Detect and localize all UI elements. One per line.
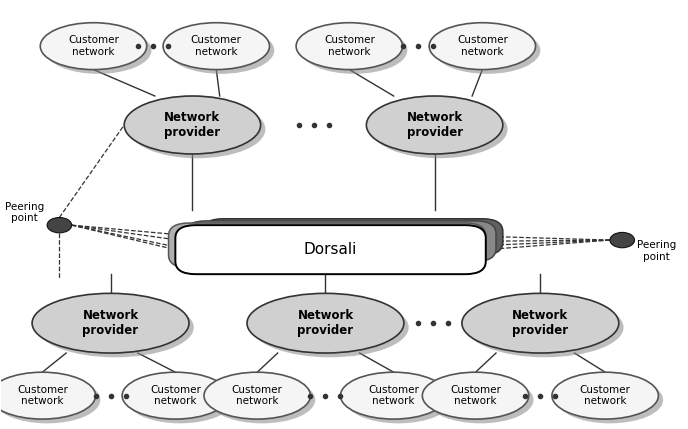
Text: Customer
network: Customer network (191, 35, 241, 57)
Ellipse shape (0, 377, 100, 423)
Text: Peering
point: Peering point (637, 240, 676, 262)
Ellipse shape (208, 377, 315, 423)
FancyBboxPatch shape (203, 219, 503, 255)
FancyBboxPatch shape (169, 223, 486, 268)
Text: Network
provider: Network provider (407, 111, 462, 139)
Ellipse shape (429, 23, 535, 69)
Ellipse shape (41, 23, 147, 69)
Ellipse shape (345, 377, 451, 423)
Text: Customer
network: Customer network (17, 385, 67, 406)
Ellipse shape (122, 372, 228, 419)
Text: Peering
point: Peering point (5, 202, 44, 223)
Text: Customer
network: Customer network (580, 385, 631, 406)
Circle shape (47, 218, 72, 233)
Ellipse shape (247, 293, 404, 353)
Ellipse shape (557, 377, 663, 423)
FancyBboxPatch shape (186, 221, 496, 261)
Ellipse shape (0, 372, 96, 419)
Text: Customer
network: Customer network (368, 385, 419, 406)
Ellipse shape (163, 23, 270, 69)
Ellipse shape (462, 293, 619, 353)
Ellipse shape (341, 372, 447, 419)
Ellipse shape (204, 372, 310, 419)
Ellipse shape (301, 27, 407, 74)
Text: Network
provider: Network provider (83, 309, 138, 337)
Ellipse shape (371, 100, 508, 158)
Ellipse shape (367, 96, 503, 154)
Ellipse shape (434, 27, 540, 74)
Text: Customer
network: Customer network (457, 35, 508, 57)
Text: Customer
network: Customer network (68, 35, 119, 57)
Ellipse shape (168, 27, 275, 74)
FancyBboxPatch shape (175, 225, 486, 274)
Ellipse shape (252, 298, 409, 357)
Ellipse shape (296, 23, 402, 69)
Text: Customer
network: Customer network (150, 385, 201, 406)
Ellipse shape (552, 372, 658, 419)
Text: Network
provider: Network provider (297, 309, 354, 337)
Ellipse shape (427, 377, 533, 423)
Ellipse shape (422, 372, 529, 419)
Text: Dorsali: Dorsali (304, 242, 357, 257)
Text: Customer
network: Customer network (450, 385, 501, 406)
Ellipse shape (45, 27, 151, 74)
Ellipse shape (466, 298, 623, 357)
Text: Network
provider: Network provider (513, 309, 568, 337)
Ellipse shape (129, 100, 266, 158)
Text: Customer
network: Customer network (324, 35, 375, 57)
Ellipse shape (127, 377, 233, 423)
Circle shape (610, 233, 634, 248)
Text: Customer
network: Customer network (232, 385, 283, 406)
Ellipse shape (37, 298, 194, 357)
Text: Network
provider: Network provider (164, 111, 220, 139)
Ellipse shape (32, 293, 189, 353)
Ellipse shape (125, 96, 261, 154)
